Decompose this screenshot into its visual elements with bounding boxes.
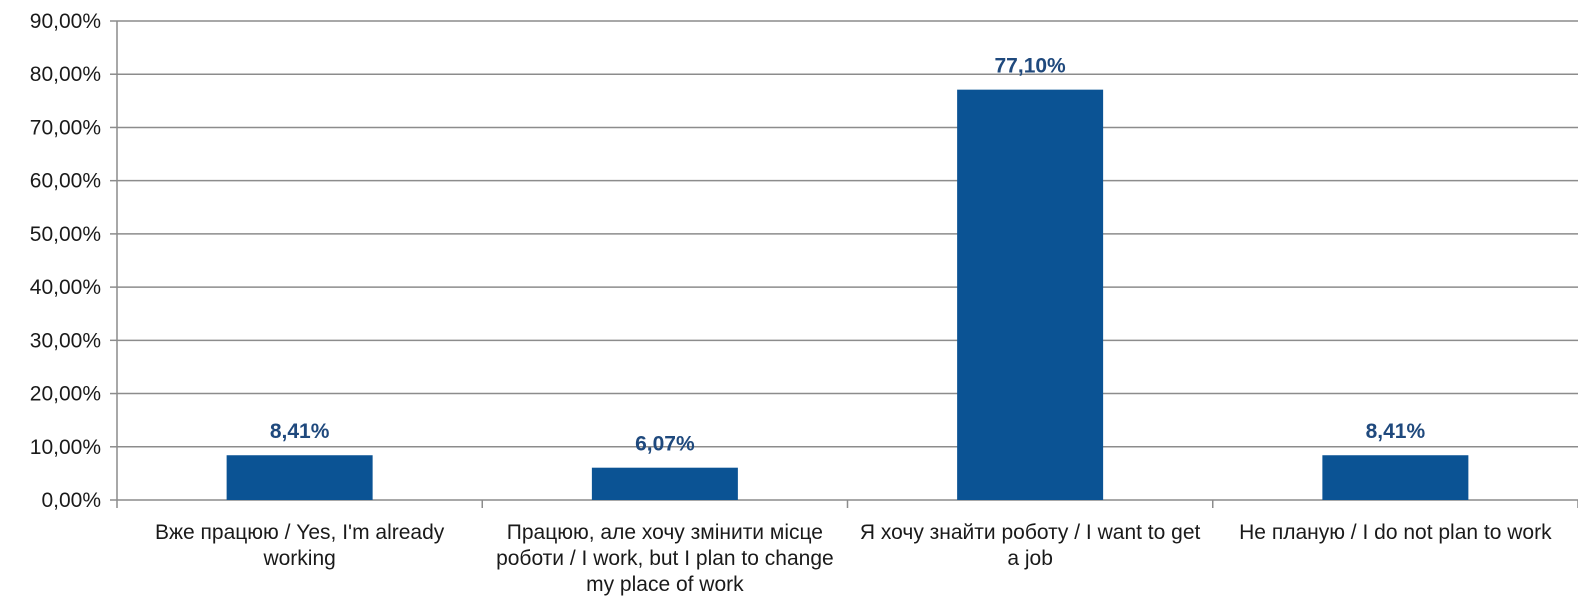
- y-tick-label: 60,00%: [30, 170, 101, 193]
- category-label-2: Я хочу знайти роботу / I want to get a j…: [859, 521, 1201, 570]
- bar-1: [591, 467, 738, 500]
- y-tick-label: 40,00%: [30, 276, 101, 299]
- y-tick-label: 70,00%: [30, 116, 101, 139]
- data-label-2: 77,10%: [995, 55, 1067, 78]
- bar-2: [957, 89, 1104, 500]
- y-tick-label: 80,00%: [30, 63, 101, 86]
- data-label-3: 8,41%: [1366, 420, 1426, 443]
- category-label-0: Вже працюю / Yes, I'm already working: [154, 521, 445, 570]
- y-tick-label: 90,00%: [30, 10, 101, 33]
- data-label-1: 6,07%: [635, 433, 695, 456]
- y-tick-label: 30,00%: [30, 329, 101, 352]
- y-tick-label: 50,00%: [30, 223, 101, 246]
- bar-0: [226, 455, 373, 500]
- y-tick-label: 0,00%: [41, 489, 101, 512]
- y-tick-label: 10,00%: [30, 436, 101, 459]
- y-tick-label: 20,00%: [30, 383, 101, 406]
- bar-3: [1322, 455, 1469, 500]
- data-label-0: 8,41%: [270, 420, 330, 443]
- category-label-3: Не планую / I do not plan to work: [1239, 521, 1552, 544]
- category-label-1: Працюю, але хочу змінити місце роботи / …: [496, 521, 834, 596]
